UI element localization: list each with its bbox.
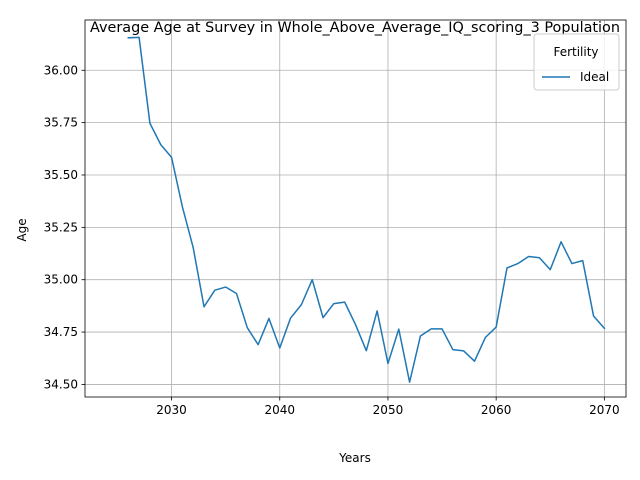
x-axis-label: Years — [338, 451, 371, 465]
legend-title: Fertility — [553, 45, 598, 59]
y-tick-label: 36.00 — [44, 63, 78, 77]
y-tick-label: 35.00 — [44, 273, 78, 287]
x-tick-label: 2040 — [264, 403, 295, 417]
legend: Fertility Ideal — [533, 33, 620, 91]
x-tick-label: 2060 — [481, 403, 512, 417]
y-tick-label: 34.75 — [44, 325, 78, 339]
legend-box — [533, 33, 620, 91]
y-axis: 34.50 34.75 35.00 35.25 35.50 35.75 36.00 — [44, 63, 85, 391]
y-tick-label: 34.50 — [44, 377, 78, 391]
legend-label: Ideal — [580, 70, 609, 84]
y-tick-label: 35.25 — [44, 220, 78, 234]
y-tick-label: 35.50 — [44, 168, 78, 182]
series-layer — [127, 36, 606, 383]
x-tick-label: 2070 — [589, 403, 620, 417]
x-tick-label: 2050 — [373, 403, 404, 417]
y-tick-label: 35.75 — [44, 116, 78, 130]
series-line-ideal — [127, 36, 606, 383]
chart-title: Average Age at Survey in Whole_Above_Ave… — [90, 20, 620, 36]
x-tick-label: 2030 — [156, 403, 187, 417]
grid-lines — [85, 20, 626, 397]
y-axis-label: Age — [15, 218, 29, 241]
x-axis: 2030 2040 2050 2060 2070 — [156, 397, 620, 417]
plot-frame — [84, 19, 627, 398]
